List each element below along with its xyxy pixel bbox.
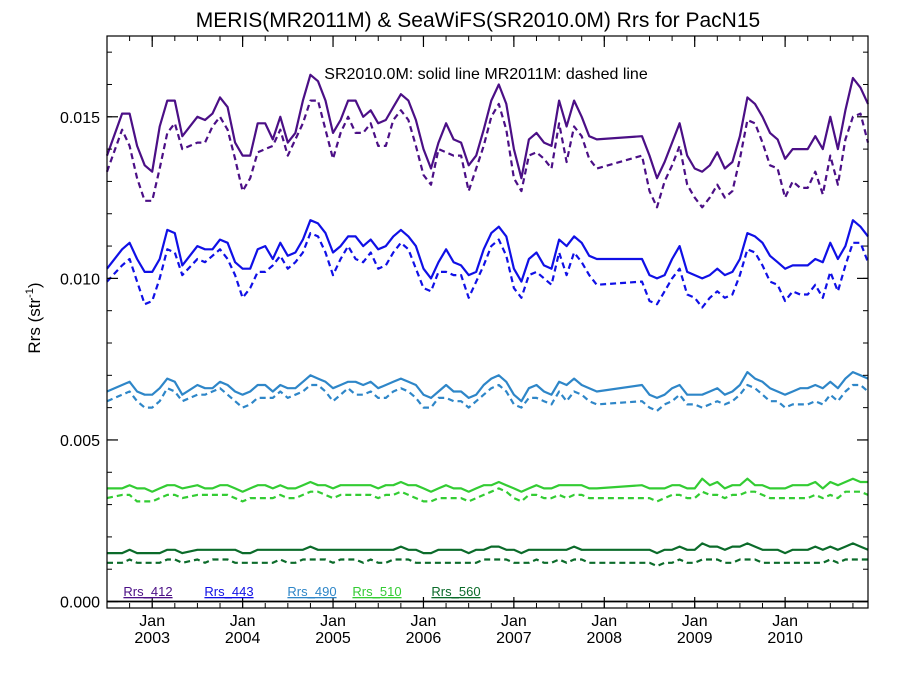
y-tick-label: 0.010: [60, 271, 100, 288]
x-tick-label-month: Jan: [682, 613, 708, 630]
y-axis-label-main: Rrs (str: [25, 298, 44, 354]
line-style-annotation: SR2010.0M: solid line MR2011M: dashed li…: [324, 66, 648, 83]
x-tick-label-year: 2005: [315, 630, 351, 647]
x-tick-label-year: 2009: [677, 630, 713, 647]
x-tick-label-month: Jan: [591, 613, 617, 630]
y-axis-label: Rrs (str-1): [24, 282, 44, 353]
axes-layer: 0.0000.0050.0100.015Jan2003Jan2004Jan200…: [60, 35, 869, 647]
x-tick-label-year: 2008: [586, 630, 622, 647]
series-line-rrs-560-solid: [107, 542, 869, 555]
series-line-rrs-560-dashed: [107, 558, 868, 568]
legend-label-rrs-510: Rrs_510: [352, 584, 401, 599]
series-line-rrs-412-solid: [105, 73, 869, 180]
x-tick-label-month: Jan: [139, 613, 165, 630]
series-line-rrs-443-solid: [106, 219, 869, 283]
legend-label-rrs-560: Rrs_560: [431, 584, 480, 599]
x-tick-label-year: 2003: [134, 630, 170, 647]
x-tick-label-year: 2006: [406, 630, 442, 647]
x-tick-label-year: 2004: [225, 630, 261, 647]
legend-label-rrs-412: Rrs_412: [123, 584, 172, 599]
x-tick-label-month: Jan: [320, 613, 346, 630]
chart-title: MERIS(MR2011M) & SeaWiFS(SR2010.0M) Rrs …: [196, 9, 760, 32]
x-tick-label-month: Jan: [772, 613, 798, 630]
series-line-rrs-510-solid: [107, 477, 868, 493]
x-tick-label-year: 2010: [767, 630, 803, 647]
plot-frame: [106, 35, 869, 609]
y-tick-label: 0.005: [60, 433, 100, 450]
series-line-rrs-510-dashed: [106, 487, 869, 503]
series-line-rrs-490-solid: [106, 371, 869, 403]
y-tick-label: 0.015: [60, 110, 100, 127]
legend-label-rrs-443: Rrs_443: [204, 584, 253, 599]
legend: Rrs_412 Rrs_443 Rrs_490 Rrs_510 Rrs_560: [123, 584, 480, 599]
legend-label-rrs-490: Rrs_490: [287, 584, 336, 599]
x-tick-label-year: 2007: [496, 630, 532, 647]
series-line-rrs-490-dashed: [106, 383, 869, 412]
series-line-rrs-412-dashed: [105, 99, 870, 209]
y-axis-label-close: ): [25, 282, 44, 288]
series-line-rrs-443-dashed: [106, 232, 870, 309]
x-tick-label-month: Jan: [230, 613, 256, 630]
x-tick-label-month: Jan: [411, 613, 437, 630]
y-axis-label-superscript: -1: [24, 288, 36, 298]
x-tick-label-month: Jan: [501, 613, 527, 630]
series-layer: [105, 73, 870, 568]
y-tick-label: 0.000: [60, 595, 100, 612]
